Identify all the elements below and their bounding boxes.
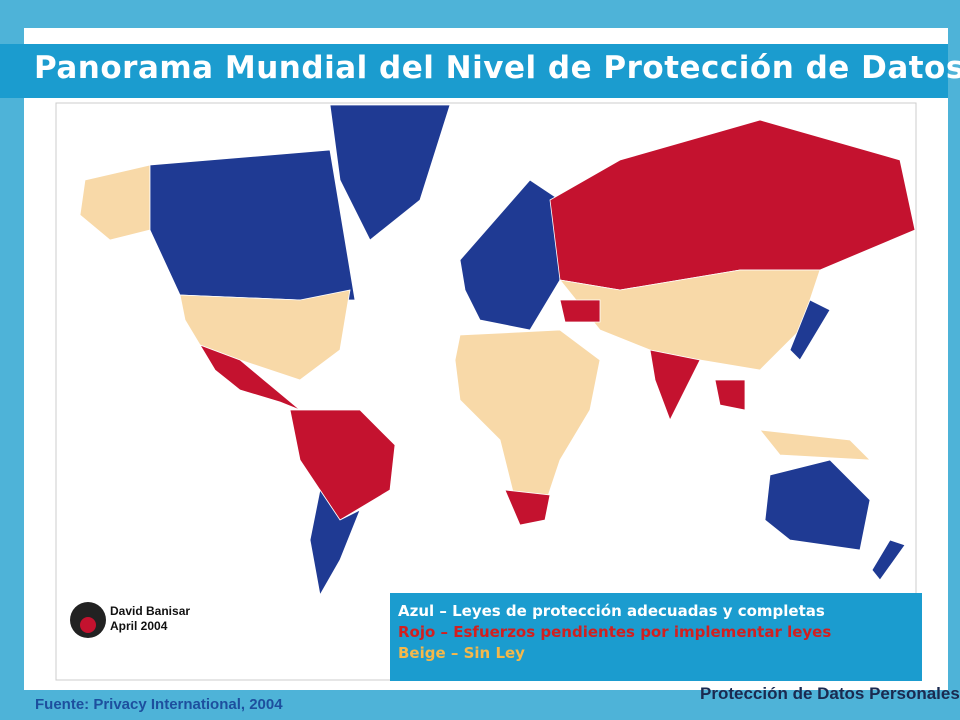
turkey [559,299,601,323]
credit-date: April 2004 [110,619,168,633]
south-america-north [289,409,396,521]
privacy-logo-inner [80,617,96,633]
indonesia [759,429,872,461]
australia [764,459,871,551]
world-map [55,102,917,681]
thailand [714,379,746,411]
south-america-south [309,488,361,597]
europe [459,179,561,331]
legend: Azul – Leyes de protección adecuadas y c… [390,593,922,681]
legend-item: Azul – Leyes de protección adecuadas y c… [398,602,825,620]
greenland [329,104,451,241]
alaska [79,164,151,241]
canada [149,149,356,301]
new-zealand [871,539,906,581]
india [649,349,701,421]
title: Panorama Mundial del Nivel de Protección… [34,50,960,86]
central-america [199,344,301,411]
legend-item: Rojo – Esfuerzos pendientes por implemen… [398,623,832,641]
countries [79,104,916,597]
title-bar [0,44,948,98]
legend-item: Beige – Sin Ley [398,644,525,662]
source: Fuente: Privacy International, 2004 [35,696,283,713]
logo-text: Protección de Datos Personales [700,684,960,703]
credit-author: David Banisar [110,604,191,618]
usa [179,289,351,381]
south-africa [504,489,551,526]
asia [559,269,821,371]
japan [789,299,831,361]
credit: David Banisar April 2004 [110,604,190,634]
